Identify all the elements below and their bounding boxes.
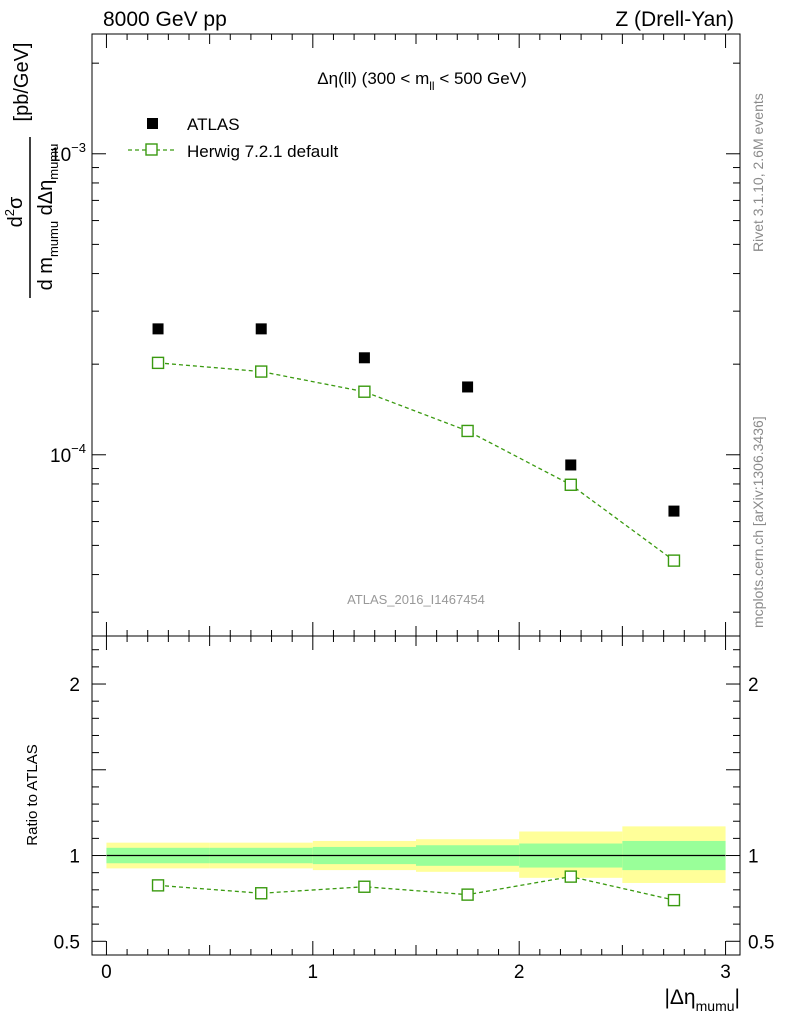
atlas-point — [358, 352, 370, 364]
atlas-point — [565, 459, 577, 471]
ratio-y-tick-label: 2 — [69, 675, 80, 696]
x-tick-label: 0 — [101, 962, 112, 983]
ratio-frame — [91, 635, 741, 956]
ratio-x-ticks: 0 1 2 3 — [101, 636, 731, 983]
ratio-y-tick-label: 0.5 — [54, 932, 80, 953]
ratio-y-tick-label: 1 — [69, 847, 80, 868]
svg-text:d2σ: d2σ — [2, 196, 27, 227]
legend-herwig-label: Herwig 7.2.1 default — [187, 142, 338, 161]
ratio-y-axis-label: Ratio to ATLAS — [24, 744, 41, 845]
herwig-ratio-line — [157, 875, 675, 901]
atlas-point — [462, 381, 474, 393]
analysis-watermark: ATLAS_2016_I1467454 — [347, 592, 485, 607]
herwig-ratio-point — [564, 870, 577, 883]
atlas-point — [152, 323, 164, 335]
main-y-axis-label: d2σ d mmumu dΔηmumu [pb/GeV] — [2, 43, 61, 298]
atlas-point — [668, 505, 680, 517]
main-x-ticks — [105, 34, 727, 636]
ratio-bands — [106, 826, 726, 883]
ratio-y-ticks: 0.5 0.5 1 1 2 2 — [54, 649, 774, 953]
main-y-ticks: 10−3 10−4 — [50, 62, 740, 613]
herwig-ratio-point — [358, 880, 371, 893]
herwig-ratio-point — [151, 879, 165, 892]
x-tick-label: 3 — [720, 962, 731, 983]
svg-text:[pb/GeV]: [pb/GeV] — [11, 43, 33, 122]
herwig-line — [157, 362, 675, 562]
y-tick-label: 10−3 — [50, 140, 86, 166]
legend: ATLAS Herwig 7.2.1 default — [128, 115, 338, 161]
svg-text:d mmumu dΔηmumu: d mmumu dΔηmumu — [35, 144, 61, 291]
legend-herwig-marker — [145, 143, 158, 156]
herwig-point — [255, 365, 268, 378]
legend-atlas-marker — [147, 118, 158, 129]
header-right: Z (Drell-Yan) — [615, 8, 734, 31]
y-tick-label: 10−4 — [50, 441, 86, 467]
herwig-point — [564, 478, 577, 491]
atlas-point — [255, 323, 267, 335]
herwig-point — [358, 385, 371, 398]
x-tick-label: 2 — [514, 962, 525, 983]
herwig-ratio-point — [667, 893, 681, 907]
mcplots-label: mcplots.cern.ch [arXiv:1306.3436] — [750, 416, 766, 628]
ratio-y-tick-label: 1 — [748, 847, 759, 868]
main-series — [151, 323, 681, 567]
herwig-point — [151, 356, 165, 370]
rivet-label: Rivet 3.1.10, 2.6M events — [750, 93, 766, 252]
herwig-ratio-point — [255, 887, 268, 900]
ratio-y-tick-label: 0.5 — [748, 932, 774, 953]
x-axis-label: |Δηmumu| — [664, 986, 740, 1014]
herwig-point — [667, 554, 681, 567]
main-title: Δη(ll) (300 < mll < 500 GeV) — [317, 69, 526, 93]
herwig-ratio-point — [461, 888, 474, 901]
herwig-point — [461, 424, 474, 438]
ratio-y-tick-label: 2 — [748, 675, 759, 696]
ratio-series — [151, 870, 681, 907]
legend-atlas-label: ATLAS — [187, 115, 240, 134]
x-tick-label: 1 — [308, 962, 319, 983]
header-left: 8000 GeV pp — [103, 8, 227, 31]
